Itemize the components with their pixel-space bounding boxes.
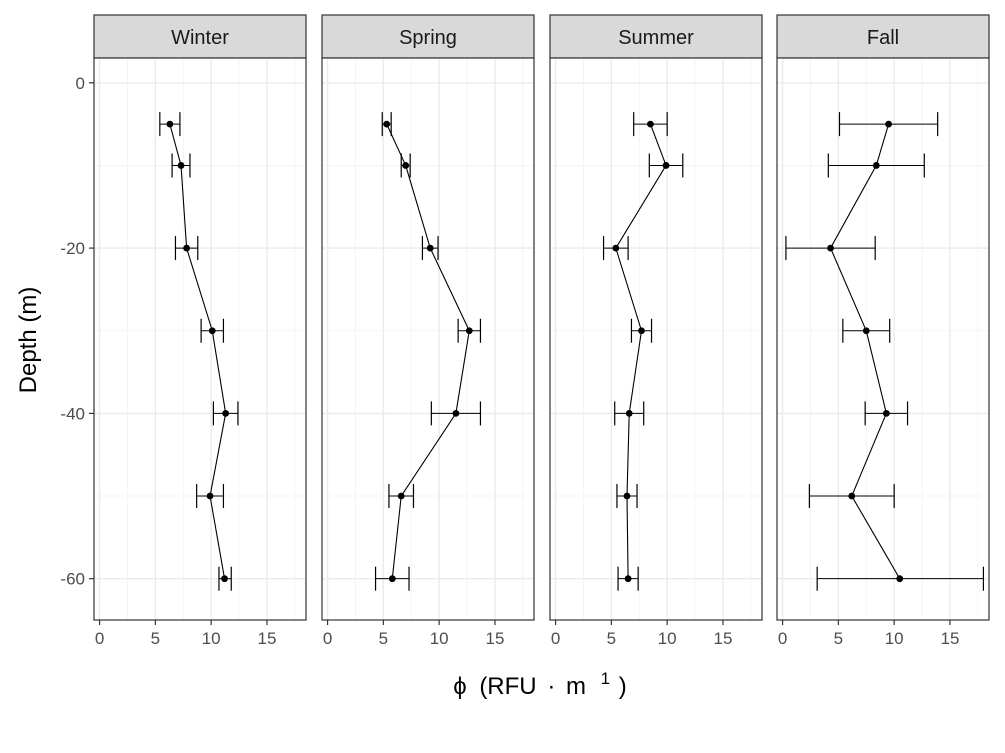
x-tick-label: 0 [95,629,104,648]
data-point [647,120,654,128]
plot-background [777,58,989,620]
grid-lines [94,58,306,620]
facet-strip-label: Summer [618,27,694,49]
x-tick-label: 10 [658,629,677,648]
x-tick-label: 5 [379,629,388,648]
data-point [222,409,230,417]
data-point [206,492,214,500]
data-point [872,162,880,169]
y-tick-label: -40 [60,404,85,423]
data-point [426,244,434,252]
x-tick-label: 15 [257,629,276,648]
x-axis-title-dot: · [547,673,555,700]
facet-strip [93,14,307,59]
data-point [848,492,856,500]
y-tick-label: -20 [60,239,85,258]
x-tick-label: 0 [551,629,560,648]
data-points [612,120,670,583]
x-tick-label: 0 [778,629,787,648]
data-point [623,492,631,500]
facet-strip-label: Spring [399,27,457,49]
y-axis: 0 -20 -40 -60 [60,74,94,589]
x-tick-label: 15 [940,629,959,648]
plot-background [322,58,534,620]
data-points [166,120,230,583]
facet-strip [776,14,990,59]
data-point [177,162,185,169]
data-point [862,327,870,335]
data-point [166,120,174,128]
x-axis-title-unit: (RFU [479,673,536,700]
x-tick-label: 10 [430,629,449,648]
x-axis-title-symbol: ϕ [453,673,466,700]
x-axis-title-unit2: m [566,673,586,700]
x-axis-title: ϕ (RFU · m 1 ) [453,663,627,700]
data-point [397,492,405,500]
data-point [183,244,191,252]
data-point [465,327,473,335]
data-point [388,575,396,583]
data-point [624,575,632,583]
panel-border [93,57,307,621]
y-tick-label: -60 [60,570,85,589]
x-tick-label: 10 [885,629,904,648]
grid-lines [550,58,762,620]
x-tick-label: 5 [607,629,616,648]
data-points [827,120,904,583]
data-point [625,409,633,417]
facet-panel-spring: Spring 0 5 10 15 [321,14,535,648]
facet-strip-label: Fall [867,27,899,49]
data-point [638,327,645,335]
grid-lines [322,58,534,620]
data-point [383,120,391,128]
x-axis-title-superscript: 1 [601,669,610,688]
data-point [882,409,890,417]
plot-background [94,58,306,620]
panel-border [549,57,763,621]
data-point [221,575,228,583]
data-point [402,162,410,169]
x-tick-label: 5 [151,629,160,648]
x-tick-label: 5 [834,629,843,648]
data-point [885,120,892,128]
panel-border [321,57,535,621]
panel-border [776,57,990,621]
data-point [827,244,834,252]
data-point [452,409,460,417]
facet-strip-label: Winter [171,27,229,49]
facet-panel-summer: Summer 0 5 10 15 [549,14,763,648]
data-points [383,120,473,583]
data-point [612,244,620,252]
data-point [208,327,216,335]
x-tick-label: 15 [713,629,732,648]
facet-panel-winter: Winter 0 5 10 15 [93,14,307,648]
x-tick-label: 15 [485,629,504,648]
y-tick-label: 0 [76,74,85,93]
data-point [662,162,670,169]
facet-strip [321,14,535,59]
x-axis-title-close: ) [619,673,627,700]
x-tick-label: 0 [323,629,332,648]
plot-background [550,58,762,620]
facet-strip [549,14,763,59]
facet-panel-fall: Fall 0 5 10 15 [776,14,990,648]
x-tick-label: 10 [202,629,221,648]
y-axis-title: Depth (m) [15,287,42,394]
data-point [896,575,904,583]
